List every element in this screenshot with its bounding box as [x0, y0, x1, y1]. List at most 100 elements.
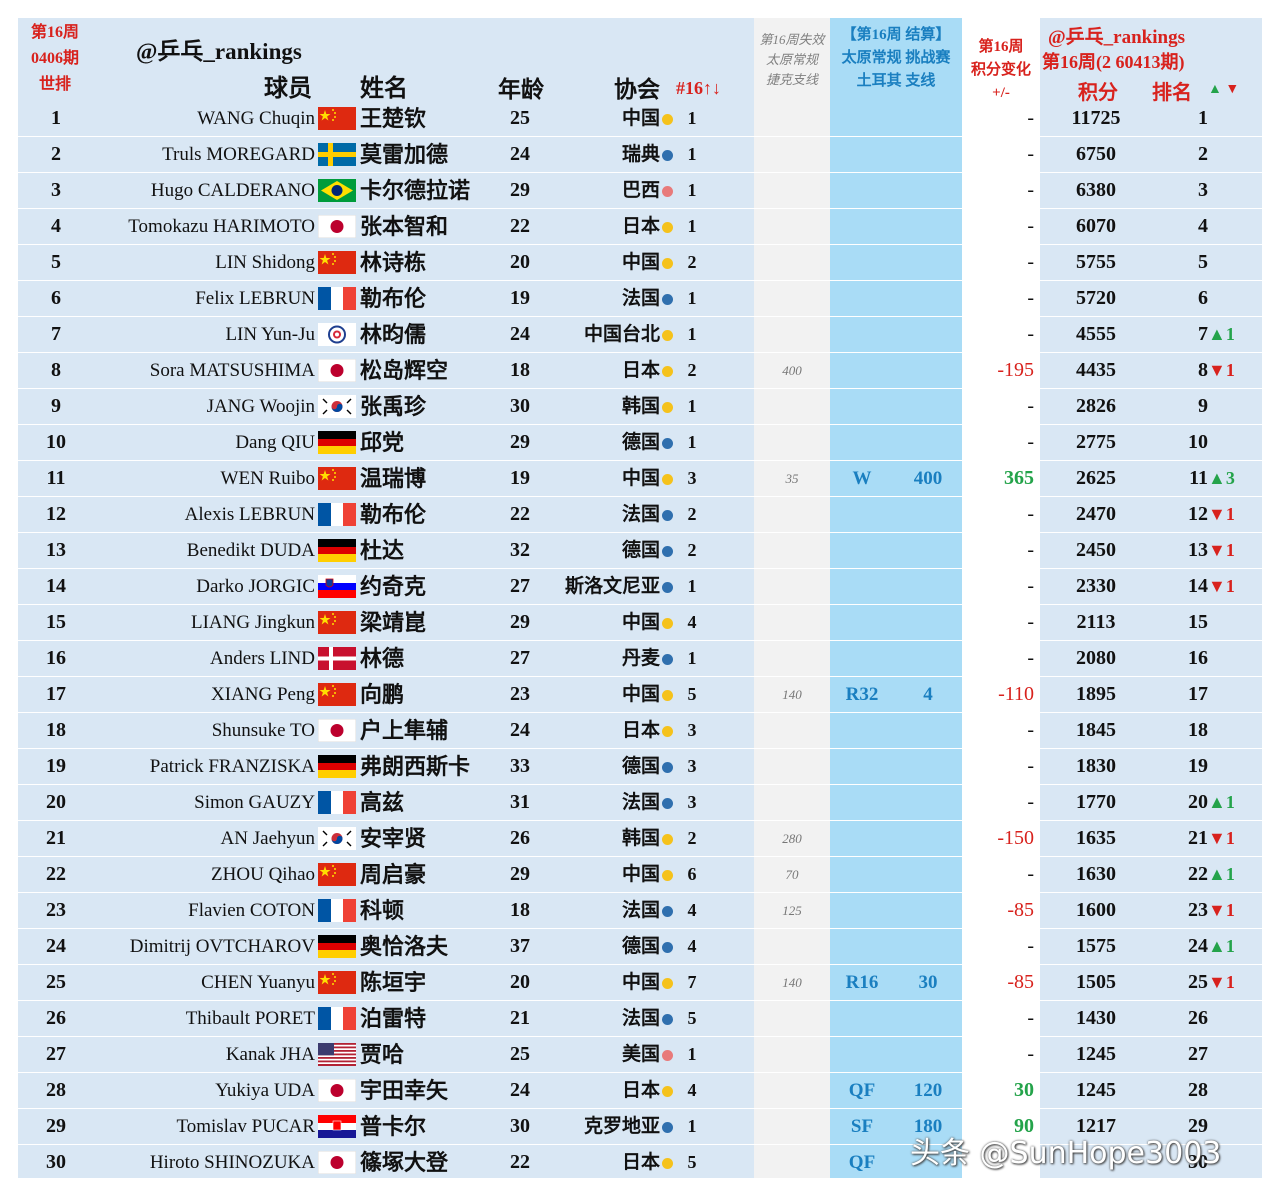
- lost-points: [754, 317, 830, 352]
- player-age: 24: [510, 323, 530, 345]
- points-change: -: [1027, 107, 1034, 129]
- player-chinese-name: 宇田幸矢: [360, 1078, 449, 1103]
- rank-movement: [1208, 713, 1258, 748]
- new-rank: 18: [1188, 719, 1208, 741]
- taiyuan-points: [896, 533, 960, 568]
- lost-points: 35: [785, 471, 799, 486]
- world-rank: 20: [46, 791, 66, 813]
- player-association: 斯洛文尼亚: [564, 576, 660, 597]
- player-age: 23: [510, 683, 530, 705]
- taiyuan-header: 【第16周 结算】 太原常规 挑战赛 土耳其 支线: [830, 24, 962, 93]
- player-age: 20: [510, 251, 530, 273]
- player-association: 法国: [621, 1008, 660, 1029]
- taiyuan-points: [896, 1001, 960, 1036]
- total-points: 5755: [1076, 251, 1116, 273]
- taiyuan-result: [832, 497, 892, 532]
- new-rank: 1: [1198, 107, 1208, 129]
- player-age: 30: [510, 1115, 530, 1137]
- player-english-name: Dimitrij OVTCHAROV: [129, 936, 315, 957]
- de-flag-icon: [318, 431, 356, 454]
- points-change: -: [1027, 287, 1034, 309]
- hr-flag-icon: [318, 1115, 356, 1138]
- rank-movement: [1208, 389, 1258, 424]
- jp-flag-icon: [318, 719, 356, 742]
- region-dot-icon: [662, 402, 673, 413]
- player-chinese-name: 勒布伦: [360, 286, 427, 311]
- association-count: 5: [687, 684, 697, 704]
- lost-points: [754, 497, 830, 532]
- player-english-name: Felix LEBRUN: [195, 288, 315, 309]
- tpe-flag-icon: [318, 323, 356, 346]
- points-change: -: [1027, 863, 1034, 885]
- taiyuan-result: [832, 821, 892, 856]
- player-association: 韩国: [621, 396, 660, 417]
- week-label: 第16周: [30, 24, 79, 41]
- player-english-name: Yukiya UDA: [215, 1080, 315, 1101]
- taiyuan-points: [896, 101, 960, 136]
- player-association: 中国: [621, 252, 660, 273]
- player-english-name: Simon GAUZY: [194, 792, 315, 813]
- player-english-name: LIN Shidong: [215, 252, 315, 273]
- taiyuan-result: [832, 1001, 892, 1036]
- world-rank: 30: [46, 1151, 66, 1173]
- world-rank: 22: [46, 863, 66, 885]
- cn-flag-icon: [318, 467, 356, 490]
- player-english-name: Hiroto SHINOZUKA: [149, 1152, 315, 1173]
- taiyuan-result: [832, 425, 892, 460]
- player-association: 中国: [621, 468, 660, 489]
- player-english-name: Patrick FRANZISKA: [149, 756, 315, 777]
- taiyuan-points: [896, 281, 960, 316]
- change-column-bg: [962, 18, 1040, 1178]
- jp-flag-icon: [318, 359, 356, 382]
- player-association: 巴西: [621, 180, 660, 201]
- region-dot-icon: [662, 978, 673, 989]
- player-english-name: XIANG Peng: [211, 684, 315, 705]
- new-rank: 5: [1198, 251, 1208, 273]
- region-dot-icon: [662, 366, 673, 377]
- new-rank: 25: [1188, 971, 1208, 993]
- player-age: 19: [510, 287, 530, 309]
- points-change: -: [1027, 503, 1034, 525]
- new-rank: 4: [1198, 215, 1208, 237]
- rank-movement: ▼1: [1208, 900, 1235, 920]
- player-chinese-name: 周启豪: [360, 862, 427, 887]
- watermark: 头条 @SunHope3003: [910, 1136, 1222, 1171]
- taiyuan-result: [832, 641, 892, 676]
- region-dot-icon: [662, 618, 673, 629]
- region-dot-icon: [662, 942, 673, 953]
- total-points: 2826: [1076, 395, 1116, 417]
- association-count: 6: [687, 864, 697, 884]
- table-row: 27 Kanak JHA 贾哈 25 美国 1 - 1245 27: [18, 1037, 1262, 1073]
- taiyuan-result: [832, 857, 892, 892]
- lost-points: 140: [782, 975, 802, 990]
- player-chinese-name: 户上隼辅: [360, 718, 449, 743]
- points-change: -: [1027, 935, 1034, 957]
- player-english-name: Truls MOREGARD: [162, 144, 315, 165]
- world-rank: 14: [46, 575, 66, 597]
- region-dot-icon: [662, 438, 673, 449]
- new-rank: 15: [1188, 611, 1208, 633]
- taiyuan-result: [832, 785, 892, 820]
- taiyuan-header-line-3: 土耳其 支线: [856, 73, 936, 89]
- change-header: 第16周 积分变化 +/-: [962, 36, 1040, 105]
- player-chinese-name: 泊雷特: [360, 1006, 427, 1031]
- world-rank: 8: [51, 359, 61, 381]
- player-chinese-name: 林诗栋: [360, 250, 427, 275]
- taiyuan-points: [896, 785, 960, 820]
- taiyuan-points: [896, 317, 960, 352]
- table-row: 30 Hiroto SHINOZUKA 篠塚大登 22 日本 5 QF 30: [18, 1145, 1262, 1181]
- rankings-table-body: 1 WANG Chuqin 王楚钦 25 中国 1-11725 1 2 Truls MOREGA…: [18, 101, 1262, 1181]
- player-age: 32: [510, 539, 530, 561]
- si-flag-icon: [318, 575, 356, 598]
- player-age: 29: [510, 431, 530, 453]
- player-association: 克罗地亚: [583, 1116, 660, 1137]
- total-points: 4555: [1076, 323, 1116, 345]
- player-association: 中国: [621, 864, 660, 885]
- rank-movement: [1208, 749, 1258, 784]
- player-chinese-name: 杜达: [360, 538, 405, 563]
- de-flag-icon: [318, 539, 356, 562]
- table-row: 9 JANG Woojin 张禹珍 30 韩国 1 - 2826 9: [18, 389, 1262, 425]
- table-header: 第16周 0406期 世排 @乒乓_rankings 球员 姓名 年龄 协会 #…: [18, 18, 1262, 104]
- player-association: 法国: [621, 504, 660, 525]
- region-dot-icon: [662, 1014, 673, 1025]
